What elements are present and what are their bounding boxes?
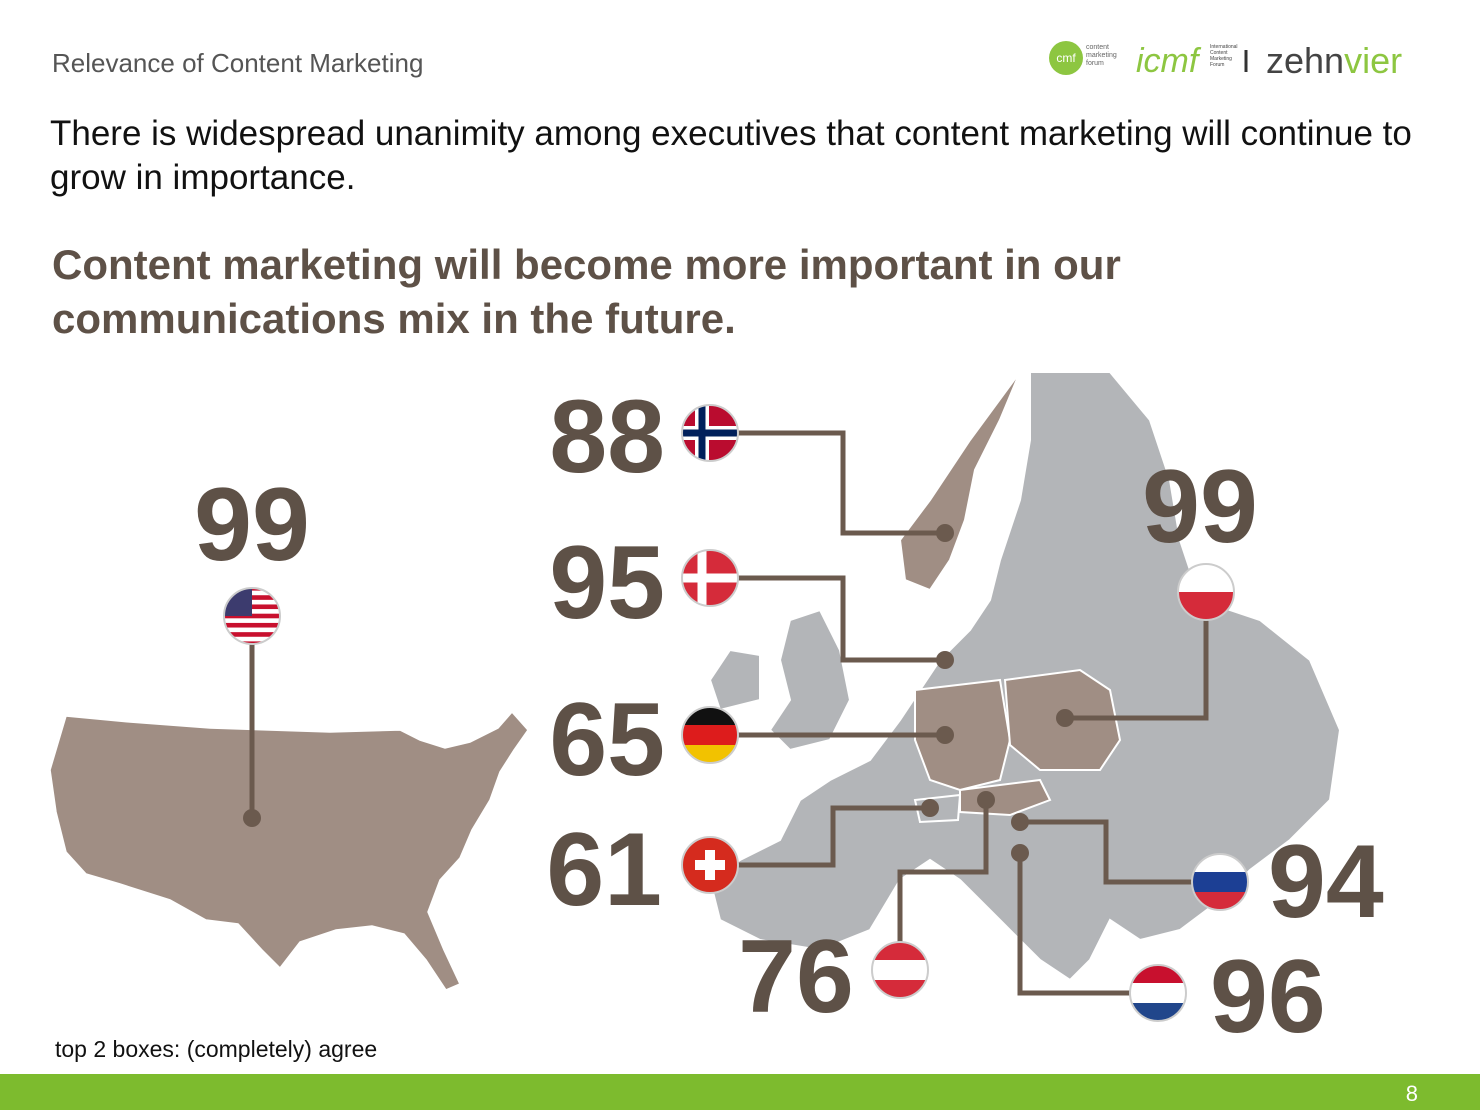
marker-value: 99 [194, 467, 310, 583]
connector [738, 430, 945, 536]
cmf-text: content marketing forum [1086, 44, 1117, 67]
connector [1065, 620, 1209, 721]
intro-box: There is widespread unanimity among exec… [50, 114, 1412, 197]
flag-stripe [224, 618, 280, 624]
flag-ring [681, 404, 739, 462]
germany [914, 678, 1012, 792]
flag-stripe [224, 636, 280, 642]
flag-stripe [224, 613, 280, 619]
flag-stripe [224, 622, 280, 629]
marker-value: 99 [1142, 449, 1258, 565]
flag-cross [705, 850, 715, 880]
marker-value: 94 [1268, 824, 1384, 940]
marker-value: 88 [549, 379, 665, 495]
flag-stripe [1192, 872, 1248, 893]
location-dot [936, 651, 954, 669]
location-dot [921, 799, 939, 817]
connector [1017, 853, 1130, 996]
footer-bar [0, 1074, 1480, 1110]
flag-stripe [224, 632, 280, 638]
connector [1020, 819, 1192, 885]
question-box: Content marketing will become more impor… [52, 241, 1121, 342]
icmf-text-box: International Content Marketing Forum [1210, 44, 1238, 68]
flag [1130, 965, 1186, 1021]
flag [872, 942, 928, 998]
flag-ring [681, 706, 739, 764]
question: Content marketing will become more impor… [52, 241, 1121, 342]
europe-map [708, 371, 1342, 982]
flag-cross [697, 550, 707, 606]
location-dot [936, 524, 954, 542]
flag [224, 588, 280, 644]
flag-stripe [682, 725, 738, 746]
icmf-logo: icmf [1136, 42, 1202, 80]
usa-map [49, 710, 529, 991]
zehnvier-logo: zehnvier [1266, 40, 1402, 81]
icmf-text: International Content Marketing Forum [1210, 44, 1238, 68]
flag [682, 405, 738, 461]
connector [738, 805, 930, 868]
flag-ring [1129, 964, 1187, 1022]
flag-stripe [872, 960, 928, 981]
marker-value: 65 [549, 682, 665, 798]
flag-stripe [224, 627, 280, 633]
page-number: 8 [1406, 1081, 1418, 1106]
intro: There is widespread unanimity among exec… [50, 114, 1412, 197]
flag-stripe [1130, 983, 1186, 1004]
marker-value: 96 [1210, 939, 1326, 1055]
flag-stripe [224, 641, 280, 644]
location-dot [1011, 844, 1029, 862]
ireland [708, 648, 761, 712]
marker-value: 61 [546, 812, 662, 928]
flag-canton [224, 588, 252, 616]
flag-ring [681, 549, 739, 607]
flag-ring [681, 836, 739, 894]
location-dot [1056, 709, 1074, 727]
flag [682, 707, 738, 763]
flag-cross [698, 405, 706, 461]
marker-value: 76 [738, 919, 854, 1035]
cmf-text-box: content marketing forum [1086, 44, 1117, 67]
location-dot [977, 791, 995, 809]
cmf-logo: cmf [1056, 51, 1076, 65]
flag-ring [1191, 853, 1249, 911]
zehn: zehn [1266, 40, 1344, 81]
flag [682, 550, 738, 606]
marker-value: 95 [549, 525, 665, 641]
cmf-badge [1049, 41, 1083, 75]
flag [682, 837, 738, 893]
flag-ring [1177, 563, 1235, 621]
flag-ring [223, 587, 281, 645]
connector [738, 575, 945, 663]
flag-cross [682, 573, 738, 583]
location-dot [243, 809, 261, 827]
vier: vier [1344, 40, 1402, 81]
location-dot [936, 726, 954, 744]
flag-cross [682, 429, 738, 437]
footnote: top 2 boxes: (completely) agree [55, 1036, 377, 1062]
location-dot [1011, 813, 1029, 831]
connector [897, 800, 989, 942]
flag-ring [871, 941, 929, 999]
uk [768, 608, 852, 752]
slide-title: Relevance of Content Marketing [52, 48, 423, 78]
